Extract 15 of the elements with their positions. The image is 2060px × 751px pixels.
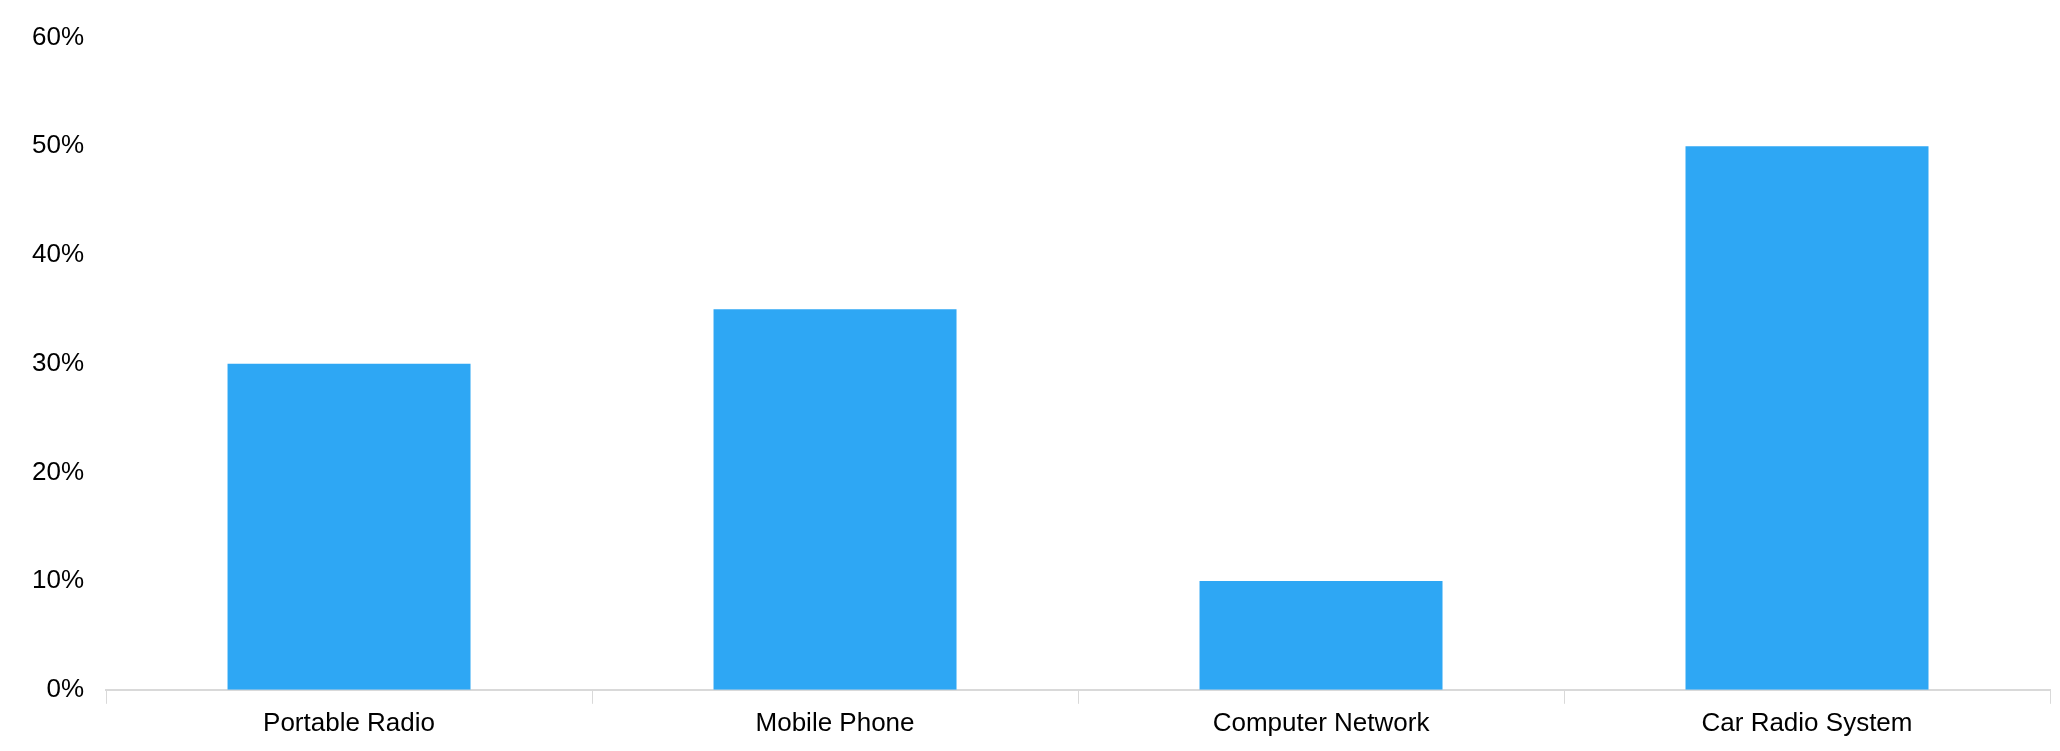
y-tick-label: 50% — [31, 129, 85, 160]
y-tick-label: 40% — [31, 238, 85, 269]
x-tick-label: Car Radio System — [1701, 706, 1913, 737]
y-tick-label: 0% — [46, 672, 85, 703]
x-tick-label: Mobile Phone — [755, 706, 915, 737]
bar — [1199, 581, 1443, 690]
y-tick-label: 20% — [31, 455, 85, 486]
bar — [1685, 146, 1929, 690]
y-tick-label: 10% — [31, 564, 85, 595]
y-tick-label: 30% — [31, 346, 85, 377]
x-tick-label: Computer Network — [1212, 706, 1431, 737]
x-tick-label: Portable Radio — [263, 706, 436, 737]
y-tick-label: 60% — [31, 20, 85, 51]
bar — [713, 309, 957, 690]
bar — [227, 363, 471, 690]
